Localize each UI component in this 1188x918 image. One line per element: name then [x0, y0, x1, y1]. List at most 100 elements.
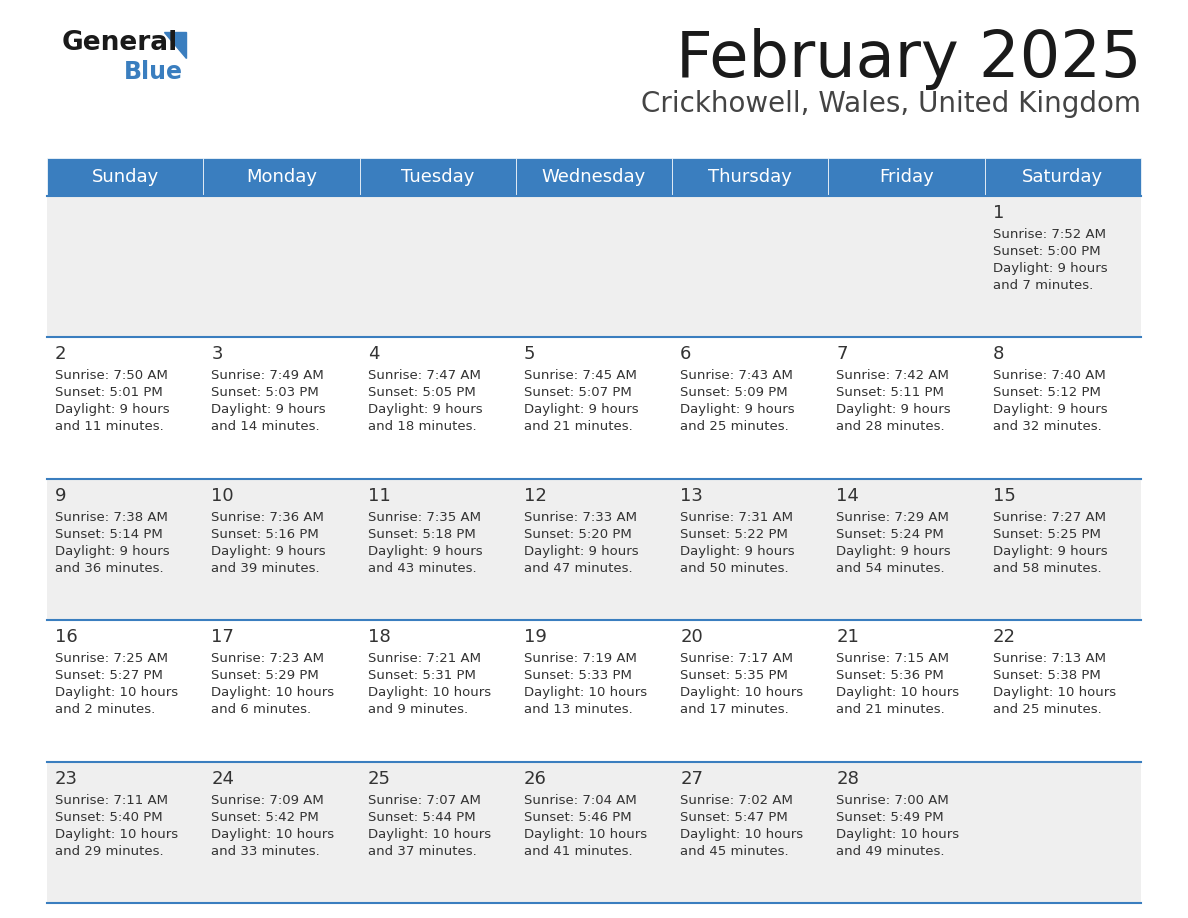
Bar	[985, 158, 1140, 196]
Bar	[672, 338, 828, 479]
Text: and 7 minutes.: and 7 minutes.	[993, 279, 1093, 292]
Text: 28: 28	[836, 769, 859, 788]
Text: 5: 5	[524, 345, 536, 364]
Text: and 47 minutes.: and 47 minutes.	[524, 562, 632, 575]
Text: Sunrise: 7:02 AM: Sunrise: 7:02 AM	[681, 793, 794, 807]
Text: Daylight: 9 hours: Daylight: 9 hours	[211, 544, 326, 558]
Bar	[48, 762, 203, 903]
Text: Sunset: 5:46 PM: Sunset: 5:46 PM	[524, 811, 632, 823]
Text: and 39 minutes.: and 39 minutes.	[211, 562, 320, 575]
Text: Saturday: Saturday	[1023, 168, 1104, 186]
Text: Sunrise: 7:17 AM: Sunrise: 7:17 AM	[681, 652, 794, 666]
Text: 17: 17	[211, 628, 234, 646]
Text: 24: 24	[211, 769, 234, 788]
Text: 16: 16	[55, 628, 77, 646]
Text: 7: 7	[836, 345, 848, 364]
Text: Daylight: 9 hours: Daylight: 9 hours	[681, 403, 795, 417]
Text: and 18 minutes.: and 18 minutes.	[367, 420, 476, 433]
Text: Daylight: 10 hours: Daylight: 10 hours	[524, 686, 647, 700]
Text: 6: 6	[681, 345, 691, 364]
Text: Sunset: 5:09 PM: Sunset: 5:09 PM	[681, 386, 788, 399]
Text: Daylight: 10 hours: Daylight: 10 hours	[211, 686, 334, 700]
Text: Sunrise: 7:35 AM: Sunrise: 7:35 AM	[367, 510, 481, 524]
Bar	[516, 621, 672, 762]
Bar	[203, 196, 360, 338]
Text: Sunset: 5:03 PM: Sunset: 5:03 PM	[211, 386, 320, 399]
Text: Daylight: 9 hours: Daylight: 9 hours	[367, 544, 482, 558]
Text: Daylight: 9 hours: Daylight: 9 hours	[524, 403, 638, 417]
Text: 3: 3	[211, 345, 223, 364]
Text: 9: 9	[55, 487, 67, 505]
Text: and 58 minutes.: and 58 minutes.	[993, 562, 1101, 575]
Bar	[48, 338, 203, 479]
Text: Daylight: 9 hours: Daylight: 9 hours	[681, 544, 795, 558]
Text: Daylight: 10 hours: Daylight: 10 hours	[681, 828, 803, 841]
Text: 8: 8	[993, 345, 1004, 364]
Text: Sunset: 5:12 PM: Sunset: 5:12 PM	[993, 386, 1100, 399]
Text: Sunset: 5:49 PM: Sunset: 5:49 PM	[836, 811, 944, 823]
Text: Sunrise: 7:25 AM: Sunrise: 7:25 AM	[55, 652, 168, 666]
Text: Daylight: 9 hours: Daylight: 9 hours	[836, 544, 952, 558]
Bar	[672, 621, 828, 762]
Bar	[360, 479, 516, 621]
Bar	[828, 196, 985, 338]
Text: Crickhowell, Wales, United Kingdom: Crickhowell, Wales, United Kingdom	[642, 90, 1140, 118]
Text: Daylight: 9 hours: Daylight: 9 hours	[55, 544, 170, 558]
Text: and 25 minutes.: and 25 minutes.	[681, 420, 789, 433]
Bar	[985, 762, 1140, 903]
Bar	[672, 196, 828, 338]
Text: Sunset: 5:35 PM: Sunset: 5:35 PM	[681, 669, 788, 682]
Text: Sunrise: 7:50 AM: Sunrise: 7:50 AM	[55, 369, 168, 383]
Bar	[828, 762, 985, 903]
Text: General: General	[62, 30, 178, 56]
Text: Sunday: Sunday	[91, 168, 159, 186]
Text: Sunset: 5:22 PM: Sunset: 5:22 PM	[681, 528, 788, 541]
Text: and 6 minutes.: and 6 minutes.	[211, 703, 311, 716]
Text: Blue: Blue	[124, 60, 183, 84]
Text: and 9 minutes.: and 9 minutes.	[367, 703, 468, 716]
Text: and 33 minutes.: and 33 minutes.	[211, 845, 320, 857]
Text: Sunrise: 7:42 AM: Sunrise: 7:42 AM	[836, 369, 949, 383]
Text: Daylight: 10 hours: Daylight: 10 hours	[836, 828, 960, 841]
Text: 20: 20	[681, 628, 703, 646]
Polygon shape	[164, 32, 187, 58]
Text: Sunrise: 7:29 AM: Sunrise: 7:29 AM	[836, 510, 949, 524]
Text: Daylight: 10 hours: Daylight: 10 hours	[524, 828, 647, 841]
Text: Sunset: 5:01 PM: Sunset: 5:01 PM	[55, 386, 163, 399]
Text: and 32 minutes.: and 32 minutes.	[993, 420, 1101, 433]
Bar	[203, 338, 360, 479]
Text: 14: 14	[836, 487, 859, 505]
Text: Sunset: 5:18 PM: Sunset: 5:18 PM	[367, 528, 475, 541]
Bar	[828, 621, 985, 762]
Text: and 13 minutes.: and 13 minutes.	[524, 703, 632, 716]
Text: Daylight: 9 hours: Daylight: 9 hours	[993, 262, 1107, 275]
Bar	[203, 158, 360, 196]
Text: Sunrise: 7:45 AM: Sunrise: 7:45 AM	[524, 369, 637, 383]
Text: Sunset: 5:47 PM: Sunset: 5:47 PM	[681, 811, 788, 823]
Text: Sunrise: 7:38 AM: Sunrise: 7:38 AM	[55, 510, 168, 524]
Text: Sunrise: 7:27 AM: Sunrise: 7:27 AM	[993, 510, 1106, 524]
Text: and 14 minutes.: and 14 minutes.	[211, 420, 320, 433]
Text: 1: 1	[993, 204, 1004, 222]
Text: Sunrise: 7:40 AM: Sunrise: 7:40 AM	[993, 369, 1106, 383]
Text: and 28 minutes.: and 28 minutes.	[836, 420, 944, 433]
Text: 13: 13	[681, 487, 703, 505]
Text: Sunset: 5:31 PM: Sunset: 5:31 PM	[367, 669, 475, 682]
Text: Sunrise: 7:19 AM: Sunrise: 7:19 AM	[524, 652, 637, 666]
Text: Daylight: 9 hours: Daylight: 9 hours	[367, 403, 482, 417]
Text: and 17 minutes.: and 17 minutes.	[681, 703, 789, 716]
Bar	[516, 196, 672, 338]
Text: 25: 25	[367, 769, 391, 788]
Text: Thursday: Thursday	[708, 168, 792, 186]
Text: Sunrise: 7:00 AM: Sunrise: 7:00 AM	[836, 793, 949, 807]
Text: 15: 15	[993, 487, 1016, 505]
Text: and 50 minutes.: and 50 minutes.	[681, 562, 789, 575]
Bar	[360, 762, 516, 903]
Text: Sunrise: 7:49 AM: Sunrise: 7:49 AM	[211, 369, 324, 383]
Text: Daylight: 9 hours: Daylight: 9 hours	[524, 544, 638, 558]
Text: Sunset: 5:11 PM: Sunset: 5:11 PM	[836, 386, 944, 399]
Text: and 41 minutes.: and 41 minutes.	[524, 845, 632, 857]
Text: Daylight: 9 hours: Daylight: 9 hours	[993, 403, 1107, 417]
Text: Sunrise: 7:31 AM: Sunrise: 7:31 AM	[681, 510, 794, 524]
Text: Daylight: 10 hours: Daylight: 10 hours	[993, 686, 1116, 700]
